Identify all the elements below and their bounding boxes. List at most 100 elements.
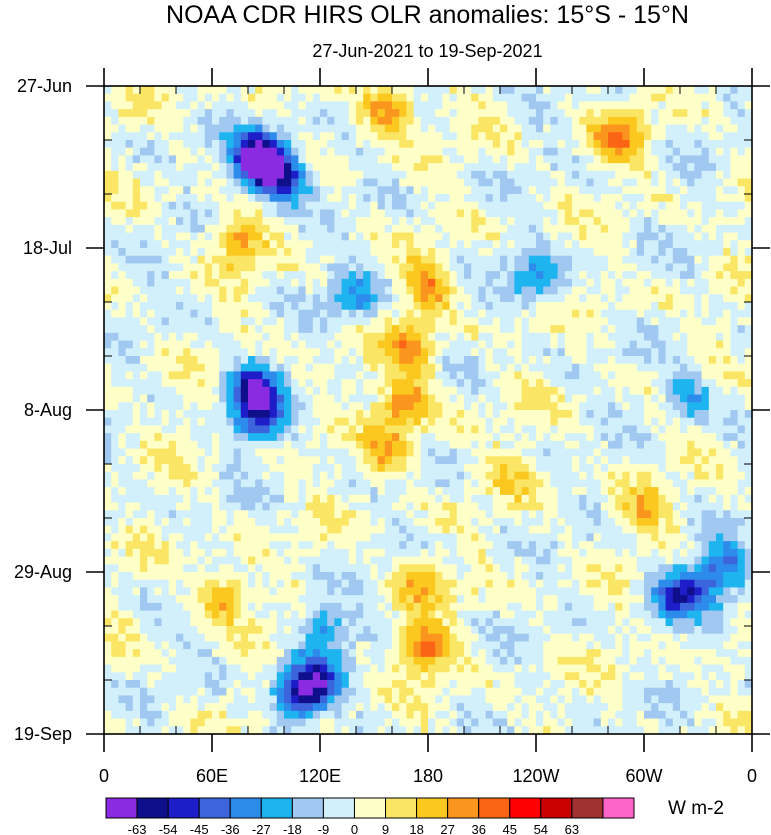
field-cell	[377, 155, 386, 164]
field-cell	[420, 502, 429, 511]
field-cell	[456, 132, 465, 141]
field-cell	[176, 93, 184, 103]
field-cell	[348, 433, 357, 442]
field-cell	[312, 471, 321, 481]
field-cell	[204, 379, 213, 388]
field-cell	[658, 371, 667, 380]
field-cell	[384, 186, 393, 195]
field-cell	[327, 471, 335, 481]
field-cell	[435, 386, 443, 396]
field-cell	[716, 155, 724, 164]
field-cell	[471, 232, 479, 241]
field-cell	[197, 155, 206, 164]
field-cell	[658, 433, 667, 442]
field-cell	[723, 147, 731, 157]
field-cell	[204, 510, 213, 519]
field-cell	[536, 101, 544, 110]
field-cell	[557, 371, 566, 380]
field-cell	[737, 232, 746, 241]
field-cell	[672, 240, 681, 249]
field-cell	[716, 433, 724, 442]
field-cell	[644, 394, 652, 403]
field-cell	[298, 294, 307, 303]
field-cell	[320, 479, 328, 488]
field-cell	[334, 379, 343, 388]
field-cell	[737, 209, 746, 218]
field-cell	[284, 286, 292, 295]
field-cell	[255, 440, 263, 450]
field-cell	[147, 278, 155, 288]
field-cell	[622, 271, 631, 280]
field-cell	[593, 363, 602, 373]
field-cell	[413, 340, 422, 349]
field-cell	[514, 371, 523, 380]
field-cell	[348, 440, 357, 450]
field-cell	[442, 348, 451, 357]
field-cell	[644, 240, 652, 249]
field-cell	[183, 379, 191, 388]
field-cell	[305, 402, 314, 411]
field-cell	[564, 456, 573, 465]
field-cell	[226, 186, 235, 195]
field-cell	[183, 448, 191, 457]
field-cell	[370, 448, 379, 457]
field-cell	[125, 209, 134, 218]
field-cell	[413, 363, 422, 373]
field-cell	[730, 386, 739, 396]
field-cell	[536, 456, 544, 465]
field-cell	[687, 248, 695, 257]
field-cell	[572, 232, 580, 241]
field-cell	[737, 487, 746, 496]
field-cell	[233, 271, 242, 280]
field-cell	[521, 140, 530, 149]
field-cell	[744, 263, 752, 272]
field-cell	[406, 240, 415, 249]
field-cell	[464, 240, 472, 249]
field-cell	[672, 294, 681, 303]
field-cell	[420, 201, 429, 211]
field-cell	[615, 425, 623, 434]
field-cell	[557, 86, 566, 95]
field-cell	[341, 217, 350, 226]
field-cell	[190, 209, 199, 218]
field-cell	[327, 487, 335, 496]
field-cell	[716, 201, 724, 211]
field-cell	[672, 471, 681, 481]
field-cell	[744, 317, 752, 326]
field-cell	[197, 124, 206, 133]
field-cell	[672, 278, 681, 288]
field-cell	[305, 371, 314, 380]
field-cell	[737, 286, 746, 295]
field-cell	[716, 132, 724, 141]
field-cell	[377, 417, 386, 427]
field-cell	[399, 464, 407, 473]
field-cell	[384, 232, 393, 241]
field-cell	[744, 340, 752, 349]
field-cell	[680, 471, 688, 481]
field-cell	[190, 487, 199, 496]
field-cell	[536, 147, 544, 157]
field-cell	[521, 440, 530, 450]
field-cell	[341, 294, 350, 303]
field-cell	[636, 278, 645, 288]
field-cell	[694, 410, 703, 419]
field-cell	[320, 140, 328, 149]
field-cell	[550, 332, 559, 342]
field-cell	[176, 201, 184, 211]
field-cell	[147, 410, 155, 419]
field-cell	[161, 332, 170, 342]
field-cell	[449, 217, 458, 226]
field-cell	[478, 348, 487, 357]
field-cell	[132, 302, 141, 311]
field-cell	[204, 232, 213, 241]
field-cell	[363, 116, 371, 126]
field-cell	[168, 302, 177, 311]
field-cell	[701, 224, 710, 234]
field-cell	[449, 348, 458, 357]
field-cell	[161, 163, 170, 172]
field-cell	[744, 132, 752, 141]
field-cell	[233, 163, 242, 172]
field-cell	[298, 170, 307, 180]
field-cell	[442, 255, 451, 265]
field-cell	[629, 271, 638, 280]
